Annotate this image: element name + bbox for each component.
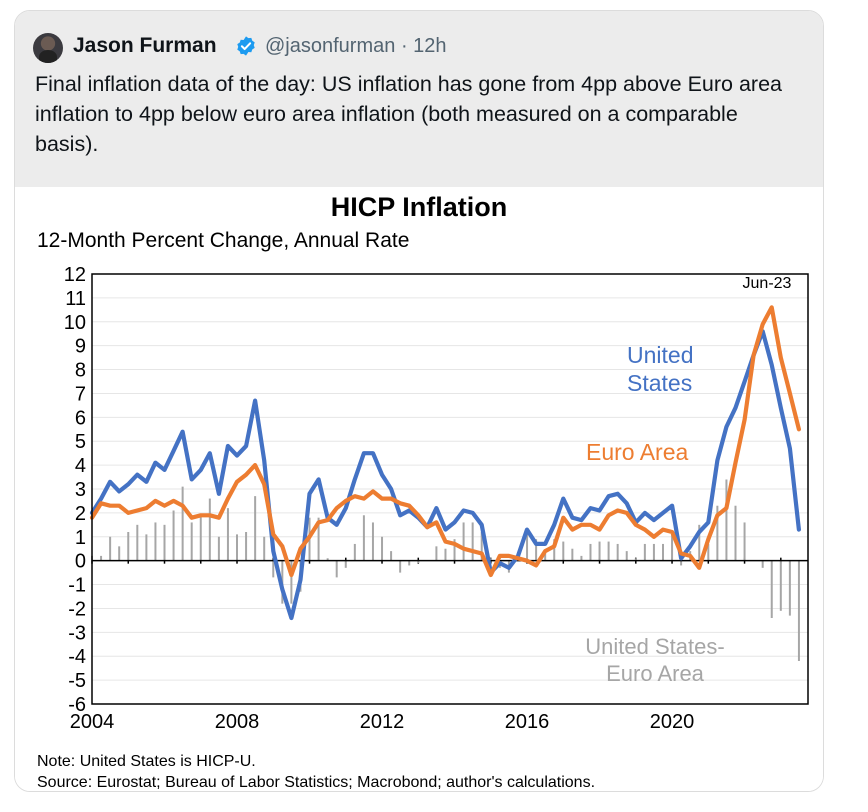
y-tick-label: -5 — [68, 670, 86, 692]
y-tick-label: 1 — [75, 527, 86, 549]
tweet-header: Jason Furman @jasonfurman · 12h Final in… — [15, 11, 823, 187]
y-tick-label: 7 — [75, 383, 86, 405]
tweet-card[interactable]: Jason Furman @jasonfurman · 12h Final in… — [14, 10, 824, 792]
y-tick-label: -2 — [68, 598, 86, 620]
hicp-chart: HICP Inflation 12-Month Percent Change, … — [37, 192, 809, 791]
y-tick-label: -3 — [68, 622, 86, 644]
timestamp[interactable]: 12h — [413, 35, 447, 57]
us-series-line — [89, 329, 801, 621]
y-tick-label: -4 — [68, 646, 86, 668]
label-us-line2: States — [627, 370, 692, 396]
series-lines — [89, 305, 801, 621]
annotation-jun-23: Jun-23 — [743, 275, 792, 292]
handle-and-time: @jasonfurman · 12h — [265, 35, 447, 58]
y-tick-label: 0 — [75, 551, 86, 573]
y-tick-label: 3 — [75, 479, 86, 501]
x-tick-label: 2016 — [505, 711, 550, 733]
y-tick-label: 2 — [75, 503, 86, 525]
handle[interactable]: @jasonfurman — [265, 35, 396, 57]
avatar[interactable] — [33, 33, 63, 63]
chart-subtitle: 12-Month Percent Change, Annual Rate — [37, 229, 409, 252]
x-axis-ticks: 2004 2008 2012 2016 2020 — [70, 711, 695, 733]
label-diff-line1: United States- — [585, 634, 724, 659]
chart-note: Note: United States is HICP-U. — [37, 753, 256, 770]
x-tick-label: 2008 — [215, 711, 260, 733]
y-tick-label: 5 — [75, 431, 86, 453]
euro-area-series-line — [89, 305, 801, 578]
x-tick-label: 2020 — [650, 711, 695, 733]
label-euro-area: Euro Area — [586, 439, 688, 465]
y-tick-label: 8 — [75, 360, 86, 382]
y-tick-label: 9 — [75, 336, 86, 358]
y-tick-label: 12 — [64, 264, 86, 286]
verified-badge-icon — [237, 36, 255, 56]
y-tick-label: -6 — [68, 694, 86, 716]
chart-image[interactable]: HICP Inflation 12-Month Percent Change, … — [15, 187, 823, 791]
separator: · — [400, 35, 414, 57]
y-tick-label: 6 — [75, 407, 86, 429]
tweet-text: Final inflation data of the day: US infl… — [35, 72, 782, 156]
y-tick-label: 11 — [65, 288, 86, 310]
label-diff-line2: Euro Area — [606, 661, 705, 686]
y-tick-label: 4 — [75, 455, 86, 477]
x-tick-label: 2012 — [360, 711, 405, 733]
chart-title: HICP Inflation — [331, 192, 508, 222]
x-tick-label: 2004 — [70, 711, 115, 733]
y-tick-label: -1 — [68, 575, 86, 597]
plot-frame — [91, 273, 809, 705]
label-us-line1: United — [627, 342, 693, 368]
chart-source: Source: Eurostat; Bureau of Labor Statis… — [37, 774, 595, 791]
gridlines — [91, 297, 808, 681]
author-name[interactable]: Jason Furman — [73, 34, 217, 57]
y-tick-label: 10 — [64, 312, 86, 334]
